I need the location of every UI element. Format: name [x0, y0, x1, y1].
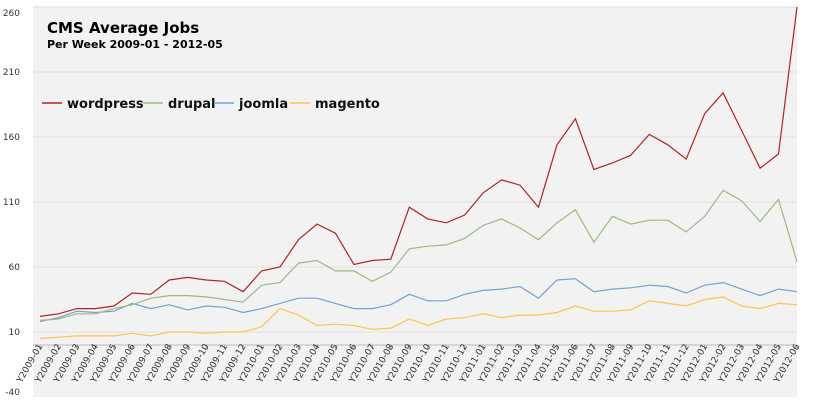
- series-lines: [39, 6, 798, 340]
- y-tick-label: 260: [3, 9, 20, 19]
- y-axis-ticks: -40 10 60 110 160 210 260: [3, 9, 20, 398]
- legend-label-drupal: drupal: [168, 97, 216, 112]
- chart-title: CMS Average Jobs: [47, 19, 199, 37]
- y-tick-label: 160: [3, 133, 20, 143]
- series-line-joomla: [39, 278, 798, 323]
- legend: wordpress drupal joomla magento: [42, 97, 380, 112]
- y-tick-label: 60: [9, 263, 21, 273]
- y-tick-label: -40: [5, 388, 20, 398]
- gridlines: [33, 6, 797, 346]
- series-line-drupal: [39, 189, 798, 321]
- y-tick-label: 210: [3, 68, 20, 78]
- legend-label-magento: magento: [315, 97, 380, 112]
- series-line-wordpress: [39, 6, 798, 317]
- y-tick-label: 110: [3, 198, 20, 208]
- legend-label-joomla: joomla: [238, 97, 288, 112]
- series-line-magento: [39, 296, 798, 340]
- y-tick-label: 10: [9, 328, 21, 338]
- legend-label-wordpress: wordpress: [67, 97, 144, 112]
- chart-subtitle: Per Week 2009-01 - 2012-05: [47, 38, 223, 51]
